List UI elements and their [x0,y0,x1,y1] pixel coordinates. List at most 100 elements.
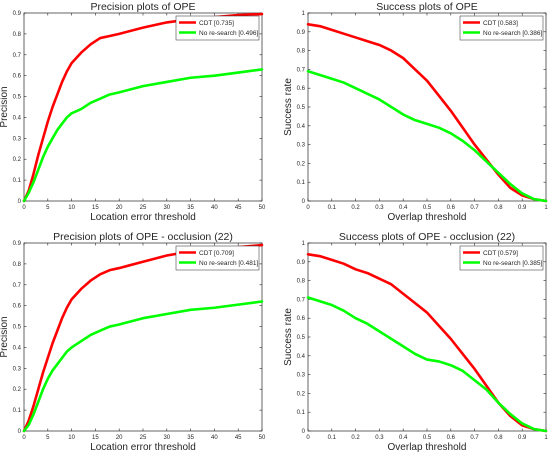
legend-entry: No re-search [0.386] [483,30,542,37]
x-tick-label: 10 [68,205,75,211]
y-tick-label: 0.2 [297,391,306,397]
x-tick-label: 15 [92,205,99,211]
y-tick-label: 0.5 [297,335,306,341]
x-tick-label: 0.6 [447,435,456,441]
x-tick-label: 10 [68,435,75,441]
x-tick-label: 5 [46,205,50,211]
x-tick-label: 0.9 [518,435,527,441]
y-tick-label: 0.5 [297,105,306,111]
y-tick-label: 0.5 [13,325,22,331]
y-tick-label: 0 [302,199,306,205]
x-tick-label: 0.7 [470,205,479,211]
plot-area [307,12,547,202]
legend-entry: CDT [0.579] [483,250,518,257]
x-axis-label: Location error threshold [90,212,196,223]
x-tick-label: 0.8 [494,435,503,441]
plot-area [23,12,263,202]
y-tick-label: 0.4 [13,345,22,351]
x-tick-label: 25 [140,435,147,441]
y-tick-label: 0.9 [297,30,306,36]
y-tick-label: 0.9 [13,241,22,247]
y-tick-label: 0.6 [13,304,22,310]
y-axis-label: Precision [0,86,10,127]
chart-panel-4: 0 0.1 0.2 0.3 0.4 0.5 0.6 0.7 0.8 0.9 1 0 0.1 0.2 0.3 0… [283,231,548,453]
series-line-2 [306,296,548,433]
x-tick-label: 0.2 [351,435,360,441]
legend-box [175,15,260,41]
x-tick-label: 0 [306,205,310,211]
y-tick-label: 0.4 [297,354,306,360]
x-tick-label: 50 [259,435,266,441]
y-tick-label: 0.1 [13,408,22,414]
x-tick-label: 0.6 [447,205,456,211]
x-tick-label: 5 [46,435,50,441]
y-tick-label: 0.2 [13,157,22,163]
legend-entry: CDT [0.709] [199,250,234,257]
x-axis-label: Overlap threshold [388,442,467,453]
legend-box [459,15,544,41]
y-tick-label: 0.6 [297,316,306,322]
series-line-1 [306,22,548,203]
series-line-2 [22,300,264,433]
y-axis-label: Precision [0,316,10,357]
plot-area [307,242,547,432]
y-tick-label: 0.8 [13,262,22,268]
y-axis-label: Success rate [283,78,294,136]
y-tick-label: 0.8 [297,49,306,55]
y-tick-label: 0.2 [13,387,22,393]
x-tick-label: 0.7 [470,435,479,441]
x-tick-label: 0.5 [423,435,432,441]
y-tick-label: 0.1 [13,178,22,184]
legend-entry: CDT [0.735] [199,20,234,27]
x-tick-label: 15 [92,435,99,441]
y-tick-label: 0.7 [297,67,306,73]
x-tick-label: 45 [235,435,242,441]
y-tick-label: 0.7 [297,297,306,303]
x-tick-label: 1 [544,435,548,441]
chart-title: Success plots of OPE - occlusion (22) [339,231,515,243]
y-tick-label: 0.3 [13,136,22,142]
x-tick-label: 0.3 [375,435,384,441]
x-axis-label: Overlap threshold [388,212,467,223]
chart-title: Precision plots of OPE - occlusion (22) [53,231,233,243]
x-tick-label: 0.3 [375,205,384,211]
legend: CDT [0.579] No re-search [0.385] [459,245,544,271]
x-tick-label: 35 [187,205,194,211]
y-tick-label: 0.9 [297,260,306,266]
x-tick-label: 30 [163,205,170,211]
x-tick-label: 1 [544,205,548,211]
x-tick-label: 30 [163,435,170,441]
x-tick-label: 0.4 [399,205,408,211]
y-tick-label: 0.8 [297,279,306,285]
x-tick-label: 25 [140,205,147,211]
y-tick-label: 0 [302,429,306,435]
y-axis-label: Success rate [283,308,294,366]
chart-panel-3: 0 5 10 15 20 25 30 35 40 45 50 0 0.1 0.2 0.3 0.4 0.5 0.6 0… [0,231,266,453]
legend: CDT [0.583] No re-search [0.386] [459,15,544,41]
x-tick-label: 35 [187,435,194,441]
legend: CDT [0.709] No re-search [0.481] [175,245,260,271]
y-tick-label: 0.4 [297,124,306,130]
x-tick-label: 0.1 [328,205,337,211]
y-tick-label: 0.3 [297,373,306,379]
y-tick-label: 0.7 [13,53,22,59]
y-tick-label: 0.7 [13,283,22,289]
x-tick-label: 0 [22,435,26,441]
x-tick-label: 0.2 [351,205,360,211]
series-line-2 [306,69,548,203]
x-tick-label: 20 [116,435,123,441]
y-tick-label: 0.9 [13,11,22,17]
x-axis-label: Location error threshold [90,442,196,453]
y-tick-label: 0.2 [297,161,306,167]
x-tick-label: 0.4 [399,435,408,441]
y-tick-label: 0.1 [297,180,306,186]
y-tick-label: 1 [302,11,306,17]
x-tick-label: 0.5 [423,205,432,211]
legend-box [175,245,260,271]
x-tick-label: 0 [22,205,26,211]
y-tick-label: 0.3 [13,366,22,372]
legend: CDT [0.735] No re-search [0.496] [175,15,260,41]
y-tick-label: 0 [18,429,22,435]
x-tick-label: 45 [235,205,242,211]
legend-entry: CDT [0.583] [483,20,518,27]
